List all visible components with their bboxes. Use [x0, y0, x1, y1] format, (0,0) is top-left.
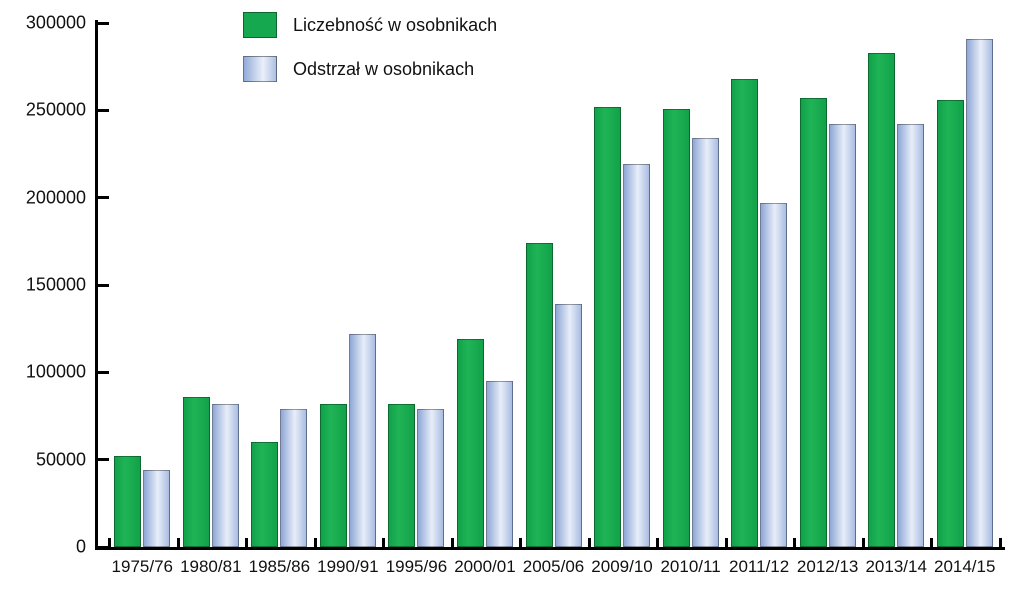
- liczebnosc-bar: [526, 243, 553, 547]
- x-tick-label: 1975/76: [112, 547, 173, 577]
- bar-group: [663, 20, 719, 547]
- y-tick-label: 300000: [26, 13, 98, 34]
- x-tick-label: 1995/96: [386, 547, 447, 577]
- liczebnosc-bar: [183, 397, 210, 547]
- x-tick-mark: [382, 538, 385, 550]
- liczebnosc-bar: [663, 109, 690, 547]
- x-tick-mark: [725, 538, 728, 550]
- liczebnosc-bar: [320, 404, 347, 547]
- odstrzal-bar: [897, 124, 924, 547]
- odstrzal-bar: [143, 470, 170, 547]
- bar-group: [457, 20, 513, 547]
- x-tick-label: 2013/14: [865, 547, 926, 577]
- liczebnosc-bar: [800, 98, 827, 547]
- y-tick-label: 0: [76, 537, 98, 558]
- liczebnosc-bar: [114, 456, 141, 547]
- bar-group: [868, 20, 924, 547]
- y-tick-label: 100000: [26, 362, 98, 383]
- bar-group: [800, 20, 856, 547]
- x-tick-label: 2012/13: [797, 547, 858, 577]
- x-tick-label: 2009/10: [591, 547, 652, 577]
- liczebnosc-bar: [937, 100, 964, 547]
- x-tick-label: 1990/91: [317, 547, 378, 577]
- odstrzal-bar: [417, 409, 444, 547]
- x-tick-label: 2011/12: [729, 547, 789, 577]
- y-tick-label: 250000: [26, 100, 98, 121]
- y-tick-label: 50000: [36, 449, 98, 470]
- x-tick-label: 2005/06: [523, 547, 584, 577]
- odstrzal-bar: [280, 409, 307, 547]
- liczebnosc-bar: [457, 339, 484, 547]
- odstrzal-bar: [760, 203, 787, 547]
- liczebnosc-bar: [868, 53, 895, 547]
- odstrzal-bar: [486, 381, 513, 547]
- bar-group: [114, 20, 170, 547]
- x-tick-mark: [999, 538, 1002, 550]
- odstrzal-bar: [555, 304, 582, 547]
- x-tick-label: 2010/11: [660, 547, 720, 577]
- bar-group: [320, 20, 376, 547]
- x-tick-label: 1985/86: [249, 547, 310, 577]
- bar-group: [251, 20, 307, 547]
- x-tick-mark: [519, 538, 522, 550]
- x-tick-mark: [656, 538, 659, 550]
- liczebnosc-bar: [388, 404, 415, 547]
- bar-group: [183, 20, 239, 547]
- x-tick-label: 1980/81: [180, 547, 241, 577]
- odstrzal-bar: [623, 164, 650, 547]
- bar-group: [526, 20, 582, 547]
- liczebnosc-bar: [251, 442, 278, 547]
- odstrzal-bar: [349, 334, 376, 547]
- bar-group: [388, 20, 444, 547]
- y-tick-label: 200000: [26, 187, 98, 208]
- bar-group: [731, 20, 787, 547]
- plot-area: Liczebność w osobnikachOdstrzał w osobni…: [95, 20, 1005, 550]
- odstrzal-bar: [692, 138, 719, 547]
- x-tick-label: 2014/15: [934, 547, 995, 577]
- bar-group: [937, 20, 993, 547]
- odstrzal-bar: [212, 404, 239, 547]
- y-tick-label: 150000: [26, 275, 98, 296]
- x-tick-mark: [245, 538, 248, 550]
- chart-container: Liczebność w osobnikachOdstrzał w osobni…: [0, 0, 1024, 597]
- odstrzal-bar: [966, 39, 993, 547]
- liczebnosc-bar: [731, 79, 758, 547]
- odstrzal-bar: [829, 124, 856, 547]
- x-tick-label: 2000/01: [454, 547, 515, 577]
- bar-group: [594, 20, 650, 547]
- liczebnosc-bar: [594, 107, 621, 547]
